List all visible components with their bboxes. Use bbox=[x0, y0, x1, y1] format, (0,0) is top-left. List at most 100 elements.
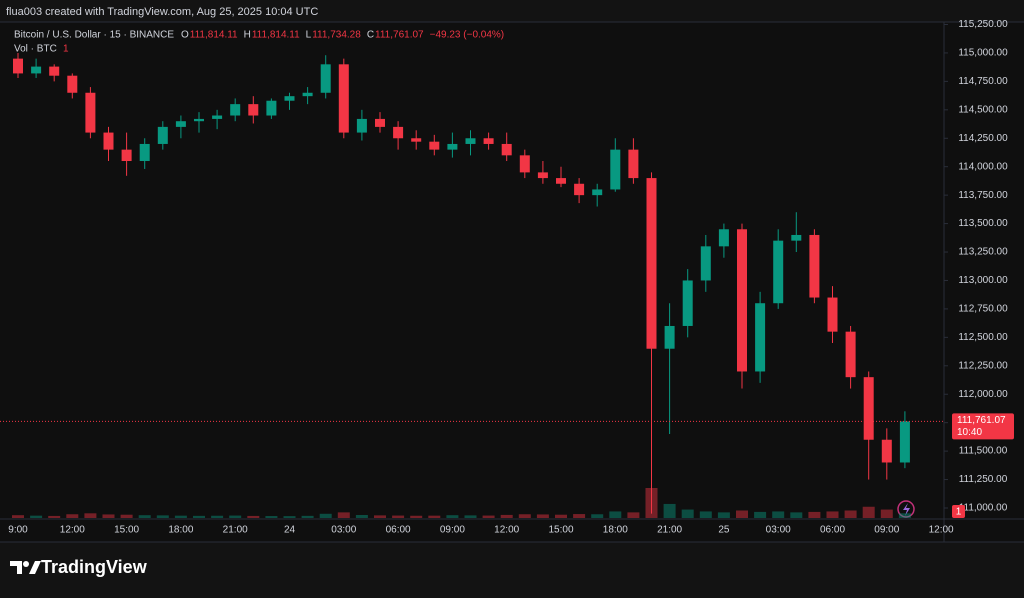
candle-body bbox=[31, 66, 42, 74]
ohlc-key: C bbox=[367, 30, 374, 41]
x-tick-label: 09:00 bbox=[874, 525, 899, 536]
volume-bar bbox=[265, 516, 278, 518]
y-tick-label: 111,250.00 bbox=[959, 474, 1008, 485]
x-tick-label: 21:00 bbox=[657, 525, 682, 536]
candle-body bbox=[447, 143, 458, 150]
logo-mark bbox=[29, 561, 41, 574]
candle-body bbox=[266, 100, 277, 116]
icon bbox=[903, 503, 910, 516]
ohlc-key: L bbox=[306, 30, 312, 41]
candle-body bbox=[700, 246, 711, 281]
chart-area bbox=[0, 22, 1024, 542]
volume-bar bbox=[717, 512, 730, 518]
volume-bar bbox=[174, 515, 187, 518]
candle-body bbox=[483, 138, 494, 144]
candle-body bbox=[103, 132, 114, 150]
candle-body bbox=[157, 126, 168, 144]
x-tick-label: 03:00 bbox=[331, 525, 356, 536]
volume-bar bbox=[84, 513, 97, 518]
volume-bar bbox=[301, 515, 314, 518]
candle-body bbox=[592, 189, 603, 196]
candle-body bbox=[194, 118, 204, 122]
x-tick-label: 15:00 bbox=[548, 525, 573, 536]
volume-bar bbox=[30, 515, 43, 518]
volume-bar bbox=[319, 513, 332, 518]
candle-body bbox=[863, 377, 874, 440]
volume-bar bbox=[880, 509, 893, 518]
change: −49.23 (−0.04%) bbox=[430, 30, 505, 41]
logo-mark bbox=[10, 561, 22, 574]
ohlc-value: 111,761.07 bbox=[375, 30, 424, 41]
candle-body bbox=[845, 331, 856, 378]
candle-body bbox=[827, 297, 838, 332]
x-tick-label: 12:00 bbox=[494, 525, 519, 536]
y-tick-label: 113,500.00 bbox=[958, 218, 1008, 229]
volume-tag bbox=[952, 505, 965, 518]
candle-body bbox=[375, 118, 385, 127]
logo bbox=[10, 561, 41, 574]
x-tick-label: 15:00 bbox=[114, 525, 139, 536]
candle-body bbox=[248, 104, 259, 116]
candle-body bbox=[393, 126, 404, 139]
volume-bar bbox=[518, 514, 531, 518]
volume-bar bbox=[138, 515, 151, 518]
volume-bar bbox=[446, 515, 459, 518]
candle-body bbox=[574, 183, 585, 196]
volume-bar bbox=[609, 511, 622, 518]
candle-body bbox=[356, 118, 367, 133]
candle-body bbox=[628, 149, 639, 179]
candle-body bbox=[755, 303, 766, 372]
candle-body bbox=[881, 439, 892, 463]
y-tick-label: 113,000.00 bbox=[958, 275, 1008, 286]
candle-body bbox=[718, 229, 729, 247]
candle-body bbox=[519, 155, 530, 173]
volume-value: 1 bbox=[63, 44, 69, 55]
volume-bar bbox=[500, 514, 513, 518]
y-tick-label: 114,750.00 bbox=[958, 76, 1008, 87]
candle-body bbox=[230, 104, 241, 116]
volume-bar bbox=[156, 515, 169, 518]
countdown: 10:40 bbox=[957, 427, 982, 438]
candle-body bbox=[320, 64, 331, 93]
lightning-icon bbox=[897, 500, 915, 518]
candle-body bbox=[411, 138, 422, 142]
candle-body bbox=[49, 66, 60, 76]
x-tick-label: 06:00 bbox=[820, 525, 845, 536]
y-tick-label: 112,750.00 bbox=[958, 304, 1008, 315]
y-tick-label: 111,000.00 bbox=[959, 503, 1008, 514]
candle-body bbox=[284, 96, 295, 101]
candle-body bbox=[537, 172, 548, 179]
volume-bar bbox=[663, 503, 676, 518]
ohlc-value: 111,734.28 bbox=[312, 30, 361, 41]
ohlc-key: H bbox=[244, 30, 251, 41]
y-tick-label: 112,500.00 bbox=[958, 332, 1008, 343]
candle-body bbox=[429, 141, 440, 150]
candle-body bbox=[212, 115, 223, 119]
y-tick-label: 114,000.00 bbox=[958, 161, 1008, 172]
x-tick-label: 03:00 bbox=[766, 525, 791, 536]
volume-bar bbox=[627, 512, 640, 518]
volume-bar bbox=[482, 515, 495, 518]
x-tick-label: 18:00 bbox=[168, 525, 193, 536]
volume-bar bbox=[355, 515, 368, 518]
volume-bar bbox=[772, 511, 785, 518]
x-tick-label: 12:00 bbox=[929, 525, 954, 536]
volume-bar bbox=[193, 515, 205, 518]
ohlc-value: 111,814.11 bbox=[252, 30, 300, 41]
y-tick-label: 115,000.00 bbox=[958, 48, 1008, 59]
candle-body bbox=[646, 178, 657, 349]
y-tick-label: 114,500.00 bbox=[958, 104, 1008, 115]
x-tick-label: 18:00 bbox=[603, 525, 628, 536]
volume-bar bbox=[120, 514, 133, 518]
candle-body bbox=[13, 58, 23, 74]
y-tick-label: 114,250.00 bbox=[958, 133, 1008, 144]
volume-bar bbox=[428, 515, 441, 518]
candle-body bbox=[175, 121, 186, 127]
volume-bar bbox=[555, 514, 567, 518]
candle-body bbox=[809, 234, 820, 298]
ohlc-key: O bbox=[181, 30, 189, 41]
symbol: Bitcoin / U.S. Dollar · 15 · BINANCE bbox=[14, 30, 174, 41]
volume-bar bbox=[790, 512, 803, 518]
